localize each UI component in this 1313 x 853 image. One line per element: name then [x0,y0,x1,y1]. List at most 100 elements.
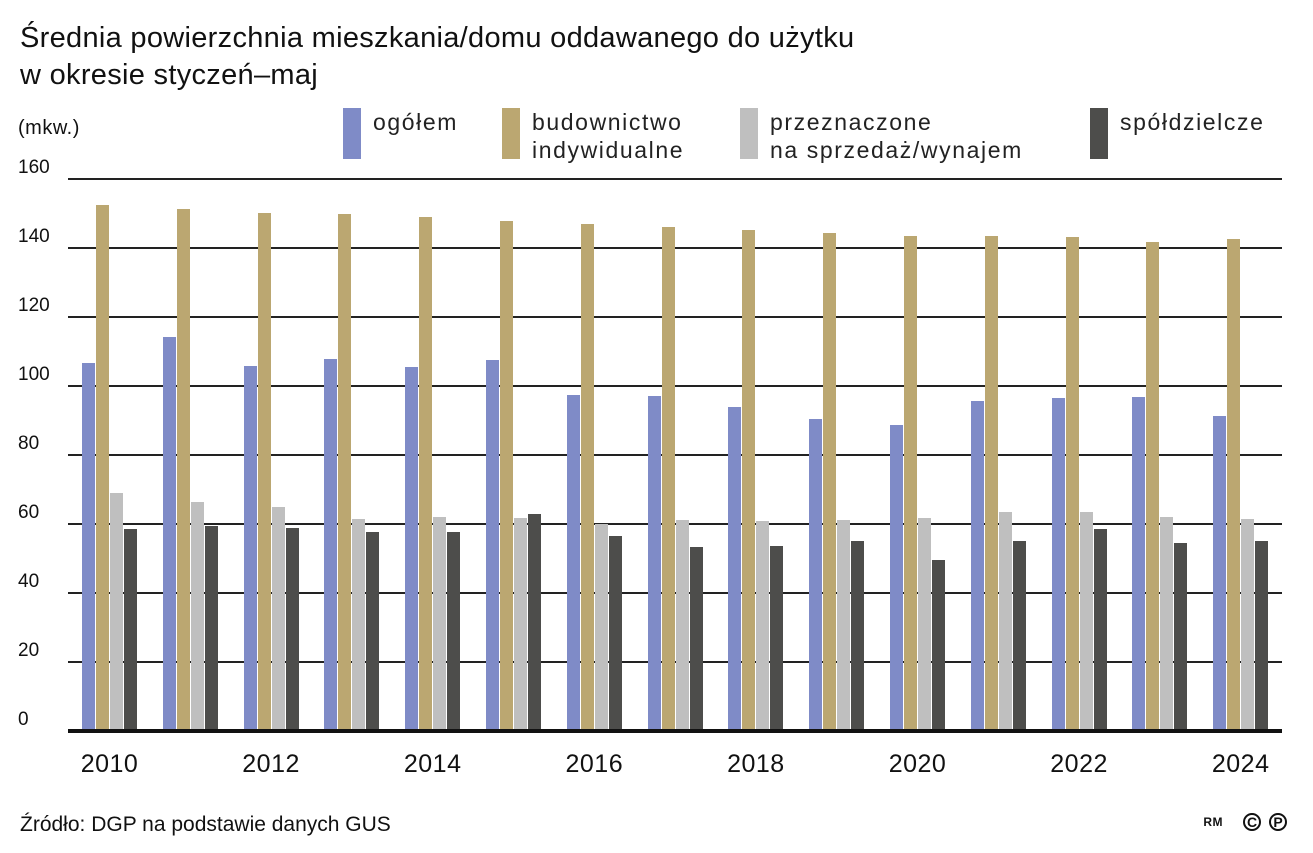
bar [770,546,784,731]
bar [566,394,580,731]
bar [984,235,998,731]
chart-title-line1: Średnia powierzchnia mieszkania/domu odd… [20,22,855,54]
legend-item-sprzedaz: przeznaczone na sprzedaż/wynajem [740,108,1023,164]
legend-label: na sprzedaż/wynajem [770,137,1023,163]
bar [647,396,661,731]
bar [124,529,137,731]
bar [904,235,917,731]
y-tick-label: 60 [18,502,40,523]
bar [271,507,285,731]
y-tick-label: 80 [18,433,40,454]
gridline [68,385,1282,387]
bar [1146,242,1160,731]
gridline [68,523,1282,525]
bar [419,216,433,731]
x-tick-label: 2024 [1211,750,1270,778]
bar [514,518,527,731]
bar [405,367,419,731]
author-initials: RM [1203,815,1223,829]
bar [1093,528,1107,731]
bar [580,223,594,731]
bar [608,536,622,731]
bar [1051,397,1065,731]
y-tick-label: 140 [18,226,50,247]
legend-item-budownictwo: budownictwo indywidualne [502,108,684,164]
gridline [68,661,1282,663]
x-tick-label: 2012 [242,750,300,778]
gridline [68,592,1282,594]
bar [1174,543,1188,731]
chart-title-line2: w okresie styczeń–maj [20,59,319,91]
bar [1227,239,1241,731]
bar [486,359,499,731]
bar [823,232,837,731]
bar [110,492,123,731]
bar [970,401,984,731]
bar [96,204,109,731]
legend-swatch-sprzedaz [740,108,758,159]
legend-item-ogolem: ogółem [343,108,458,159]
y-axis-unit: (mkw.) [18,117,80,139]
x-tick-label: 2018 [727,750,785,778]
bar [257,213,271,731]
y-tick-label: 120 [18,295,50,316]
legend-label: ogółem [373,109,459,135]
bar [837,519,851,731]
y-tick-label: 40 [18,571,40,592]
bar [366,532,380,731]
legend-swatch-spoldzielcze [1090,108,1108,159]
bar [204,526,218,731]
x-tick-label: 2022 [1050,750,1108,778]
gridline [68,454,1282,456]
bar [756,521,770,731]
bar [661,227,675,731]
legend-swatch-ogolem [343,108,361,159]
legend-label: przeznaczone [770,109,933,135]
x-tick-label: 2020 [888,750,947,778]
bar [1132,397,1146,731]
y-tick-label: 20 [18,640,40,661]
legend-label: spółdzielcze [1120,109,1265,135]
bar [500,221,513,731]
bar [1012,540,1026,731]
legend-item-spoldzielcze: spółdzielcze [1090,108,1265,159]
y-tick-label: 0 [18,709,29,730]
legend-swatch-budownictwo [502,108,520,159]
x-tick-label: 2010 [80,750,139,778]
x-axis-line [68,729,1282,733]
bar [1241,518,1255,731]
bar [190,501,204,731]
x-tick-label: 2014 [403,750,462,778]
bar [742,229,756,731]
bar [809,419,823,731]
gridline [68,316,1282,318]
legend-label: budownictwo [532,109,683,135]
gridline [68,247,1282,249]
bar [1160,517,1174,731]
y-tick-label: 160 [18,157,50,178]
bar [352,519,366,731]
bar [1065,237,1079,731]
chart-title: Średnia powierzchnia mieszkania/domu odd… [20,20,854,94]
bar [689,547,703,731]
bar [851,541,865,731]
bar [675,519,689,731]
bar [528,514,541,731]
bar [338,213,352,731]
bar [932,559,945,731]
bar [1255,540,1269,731]
bar [594,524,608,731]
bar [162,337,176,731]
bar [447,532,461,731]
bar [243,365,257,731]
bar [433,517,447,731]
x-tick-label: 2016 [565,750,624,778]
bar [918,518,931,731]
source-note: Źródło: DGP na podstawie danych GUS [20,813,391,836]
credit: RM C P [1203,813,1287,831]
copyright-icon: C [1243,813,1261,831]
bar [890,424,903,731]
p-icon: P [1269,813,1287,831]
bar [1079,511,1093,731]
